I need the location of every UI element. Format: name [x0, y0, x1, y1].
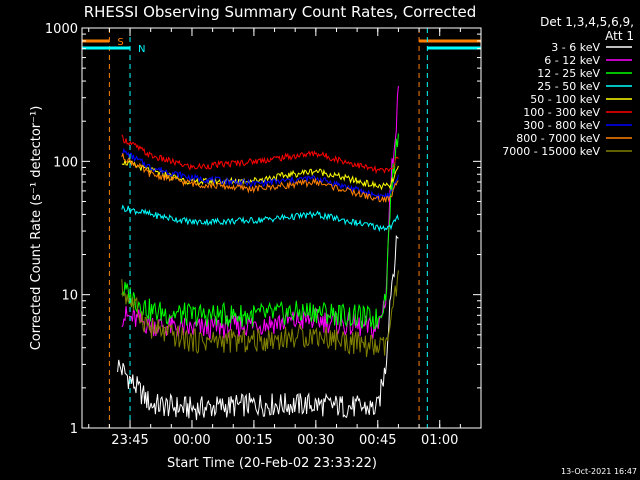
- legend-entry-label: 300 - 800 keV: [523, 119, 600, 132]
- series-line-4: [121, 204, 399, 233]
- plot-area: S N 1 10 100 1000 23:45 00:00 00:15 00:30 00:45 01:…: [45, 22, 482, 448]
- series-line-2: [121, 85, 399, 340]
- legend-entry-label: 6 - 12 keV: [544, 54, 600, 67]
- x-tick-label: 00:15: [235, 433, 272, 448]
- series-line-1: [117, 234, 399, 421]
- x-tick-label: 00:30: [297, 433, 334, 448]
- x-tick-label: 01:00: [421, 433, 458, 448]
- legend-entry-label: 3 - 6 keV: [551, 41, 600, 54]
- marker-label: N: [138, 44, 145, 55]
- series-line-3: [121, 133, 399, 330]
- series-line-7: [121, 147, 399, 201]
- x-tick-label: 00:45: [359, 433, 396, 448]
- series-line-5: [121, 159, 399, 191]
- legend-title-line-1: Det 1,3,4,5,6,9,: [540, 15, 634, 29]
- legend-entry-label: 12 - 25 keV: [537, 67, 600, 80]
- legend-entry-label: 50 - 100 keV: [530, 93, 600, 106]
- y-tick-label: 1000: [45, 22, 78, 37]
- series-line-9: [121, 270, 399, 358]
- marker-label: S: [117, 37, 123, 48]
- series-line-8: [121, 153, 399, 203]
- y-tick-label: 10: [61, 289, 78, 304]
- x-tick-label: 00:00: [173, 433, 210, 448]
- plot-frame: [81, 27, 482, 429]
- legend-entry-label: 25 - 50 keV: [537, 80, 600, 93]
- legend-entry-label: 800 - 7000 keV: [516, 132, 600, 145]
- legend-title-line-2: Att 1: [605, 29, 634, 43]
- generation-timestamp: 13-Oct-2021 16:47: [561, 467, 637, 476]
- y-tick-label: 1: [70, 422, 78, 437]
- legend-entry-label: 7000 - 15000 keV: [502, 145, 600, 158]
- chart-title: RHESSI Observing Summary Count Rates, Co…: [84, 3, 477, 21]
- legend-entry-label: 100 - 300 keV: [523, 106, 600, 119]
- x-axis-label: Start Time (20-Feb-02 23:33:22): [167, 456, 377, 471]
- series-line-6: [121, 134, 399, 175]
- y-tick-label: 100: [53, 155, 78, 170]
- y-axis-label: Corrected Count Rate (s⁻¹ detector⁻¹): [29, 106, 44, 351]
- x-tick-label: 23:45: [111, 433, 148, 448]
